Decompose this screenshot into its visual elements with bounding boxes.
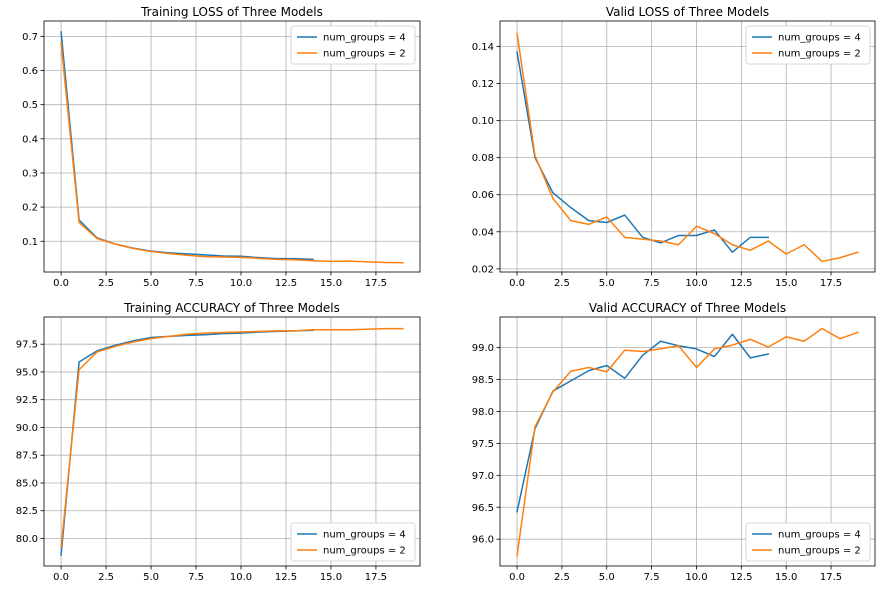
y-tick-label: 99.0 <box>472 343 494 354</box>
y-tick-label: 0.12 <box>472 79 494 90</box>
x-tick-label: 0.0 <box>53 278 69 289</box>
chart-1: Training LOSS of Three Models 0.0 2.5 5.0 7.… <box>22 5 421 289</box>
legend-label: num_groups = 2 <box>778 546 861 557</box>
x-tick-label: 17.5 <box>365 572 387 583</box>
y-tick-label: 0.2 <box>22 203 38 214</box>
x-tick-label: 5.0 <box>143 278 159 289</box>
legend: num_groups = 4 num_groups = 2 <box>745 25 871 65</box>
y-tick-label: 0.14 <box>472 42 494 53</box>
y-tick-label: 0.04 <box>472 227 494 238</box>
y-tick-label: 90.0 <box>16 423 38 434</box>
x-tick-label: 12.5 <box>275 278 297 289</box>
legend-label: num_groups = 4 <box>778 33 861 44</box>
chart-3: Training ACCURACY of Three Models 0.0 2.5 5… <box>16 301 421 583</box>
legend-box <box>745 522 871 562</box>
series-line-num-groups-2 <box>60 42 404 264</box>
x-tick-label: 17.5 <box>365 278 387 289</box>
x-tick-label: 5.0 <box>599 278 615 289</box>
y-tick-label: 0.10 <box>472 116 494 127</box>
plot-frame <box>43 20 421 273</box>
series-line-num-groups-2 <box>516 32 859 263</box>
x-tick-label: 17.5 <box>820 572 842 583</box>
series-line-num-groups-4 <box>60 31 314 261</box>
y-tick-label: 0.3 <box>22 168 38 179</box>
chart-2: Valid LOSS of Three Models 0.0 2.5 5.0 7.5 10… <box>472 5 876 289</box>
legend-box <box>290 522 416 562</box>
y-tick-label: 0.06 <box>472 190 494 201</box>
y-tick-label: 82.5 <box>16 506 38 517</box>
chart-title: Valid LOSS of Three Models <box>606 5 769 19</box>
x-tick-label: 10.0 <box>685 572 707 583</box>
y-tick-label: 0.7 <box>22 32 38 43</box>
x-tick-label: 2.5 <box>98 278 114 289</box>
y-tick-label: 97.0 <box>472 471 494 482</box>
y-tick-label: 0.08 <box>472 153 494 164</box>
x-tick-label: 2.5 <box>554 278 570 289</box>
series-line-num-groups-4 <box>516 333 770 513</box>
series-line-num-groups-2 <box>60 327 404 549</box>
x-tick-label: 7.5 <box>644 572 660 583</box>
y-tick-label: 85.0 <box>16 478 38 489</box>
x-tick-label: 17.5 <box>820 278 842 289</box>
x-tick-label: 10.0 <box>230 572 252 583</box>
x-tick-label: 15.0 <box>775 278 797 289</box>
x-tick-label: 15.0 <box>320 572 342 583</box>
y-tick-label: 96.5 <box>472 503 494 514</box>
legend-box <box>290 25 416 65</box>
y-tick-label: 0.1 <box>22 237 38 248</box>
x-tick-label: 7.5 <box>644 278 660 289</box>
legend-label: num_groups = 4 <box>323 530 406 541</box>
x-tick-label: 10.0 <box>230 278 252 289</box>
legend-label: num_groups = 4 <box>778 530 861 541</box>
chart-title: Training ACCURACY of Three Models <box>123 301 340 315</box>
y-tick-label: 87.5 <box>16 451 38 462</box>
x-tick-label: 0.0 <box>509 278 525 289</box>
y-tick-label: 0.4 <box>22 134 38 145</box>
legend-label: num_groups = 2 <box>323 49 406 60</box>
legend-label: num_groups = 4 <box>323 33 406 44</box>
y-tick-label: 0.5 <box>22 100 38 111</box>
y-tick-label: 0.02 <box>472 264 494 275</box>
series-line-num-groups-2 <box>516 327 859 557</box>
chart-title: Valid ACCURACY of Three Models <box>589 301 786 315</box>
y-tick-label: 0.6 <box>22 66 38 77</box>
series-line-num-groups-4 <box>60 329 314 556</box>
y-tick-label: 97.5 <box>472 439 494 450</box>
legend-box <box>745 25 871 65</box>
y-tick-label: 96.0 <box>472 535 494 546</box>
series-line-num-groups-4 <box>516 51 769 253</box>
y-tick-label: 98.5 <box>472 375 494 386</box>
x-tick-label: 0.0 <box>509 572 525 583</box>
x-tick-label: 5.0 <box>599 572 615 583</box>
x-tick-label: 2.5 <box>554 572 570 583</box>
y-tick-label: 98.0 <box>472 407 494 418</box>
x-tick-label: 12.5 <box>730 278 752 289</box>
x-tick-label: 2.5 <box>98 572 114 583</box>
x-tick-label: 10.0 <box>685 278 707 289</box>
x-tick-label: 7.5 <box>188 278 204 289</box>
x-tick-label: 15.0 <box>320 278 342 289</box>
y-tick-label: 97.5 <box>16 340 38 351</box>
legend: num_groups = 4 num_groups = 2 <box>290 522 416 562</box>
x-tick-label: 12.5 <box>730 572 752 583</box>
x-tick-label: 15.0 <box>775 572 797 583</box>
y-tick-label: 95.0 <box>16 367 38 378</box>
x-tick-label: 7.5 <box>188 572 204 583</box>
legend-label: num_groups = 2 <box>323 546 406 557</box>
legend: num_groups = 4 num_groups = 2 <box>745 522 871 562</box>
y-tick-label: 80.0 <box>16 534 38 545</box>
legend: num_groups = 4 num_groups = 2 <box>290 25 416 65</box>
y-tick-label: 92.5 <box>16 395 38 406</box>
legend-label: num_groups = 2 <box>778 49 861 60</box>
plot-frame <box>499 316 876 567</box>
x-tick-label: 0.0 <box>53 572 69 583</box>
chart-4: Valid ACCURACY of Three Models 0.0 2.5 5.0 7… <box>472 301 876 583</box>
plot-frame <box>499 20 876 273</box>
chart-title: Training LOSS of Three Models <box>140 5 323 19</box>
plot-frame <box>43 316 421 567</box>
x-tick-label: 5.0 <box>143 572 159 583</box>
x-tick-label: 12.5 <box>275 572 297 583</box>
